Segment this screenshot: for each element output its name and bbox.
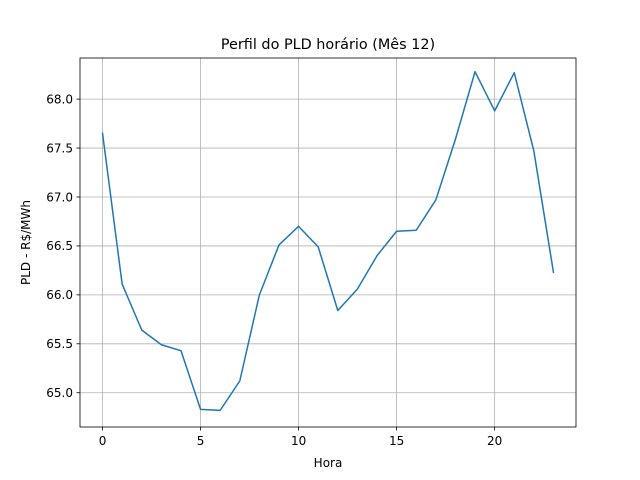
y-tick-label: 66.0 — [46, 288, 73, 302]
y-tick-label: 65.0 — [46, 386, 73, 400]
y-tick-label: 65.5 — [46, 337, 73, 351]
axes-frame — [79, 57, 577, 428]
series-line — [101, 70, 555, 412]
y-tick-label: 68.0 — [46, 92, 73, 106]
x-tick-label: 0 — [99, 434, 107, 448]
x-tick-label: 15 — [389, 434, 404, 448]
x-tick-label: 5 — [197, 434, 205, 448]
y-axis-label: PLD - R$/MWh — [19, 200, 33, 285]
x-tick-label: 10 — [291, 434, 306, 448]
x-tick-label: 20 — [487, 434, 502, 448]
y-tick-label: 67.0 — [46, 190, 73, 204]
y-tick-label: 66.5 — [46, 239, 73, 253]
y-tick-label: 67.5 — [46, 141, 73, 155]
chart-title: Perfil do PLD horário (Mês 12) — [221, 37, 435, 53]
plot-area — [101, 70, 555, 412]
x-axis-label: Hora — [314, 456, 343, 470]
axis-ticks: 0 5 10 15 20 65.0 65.5 66.0 66.5 67.0 67.5 68.0 — [46, 92, 502, 448]
grid — [80, 58, 576, 427]
